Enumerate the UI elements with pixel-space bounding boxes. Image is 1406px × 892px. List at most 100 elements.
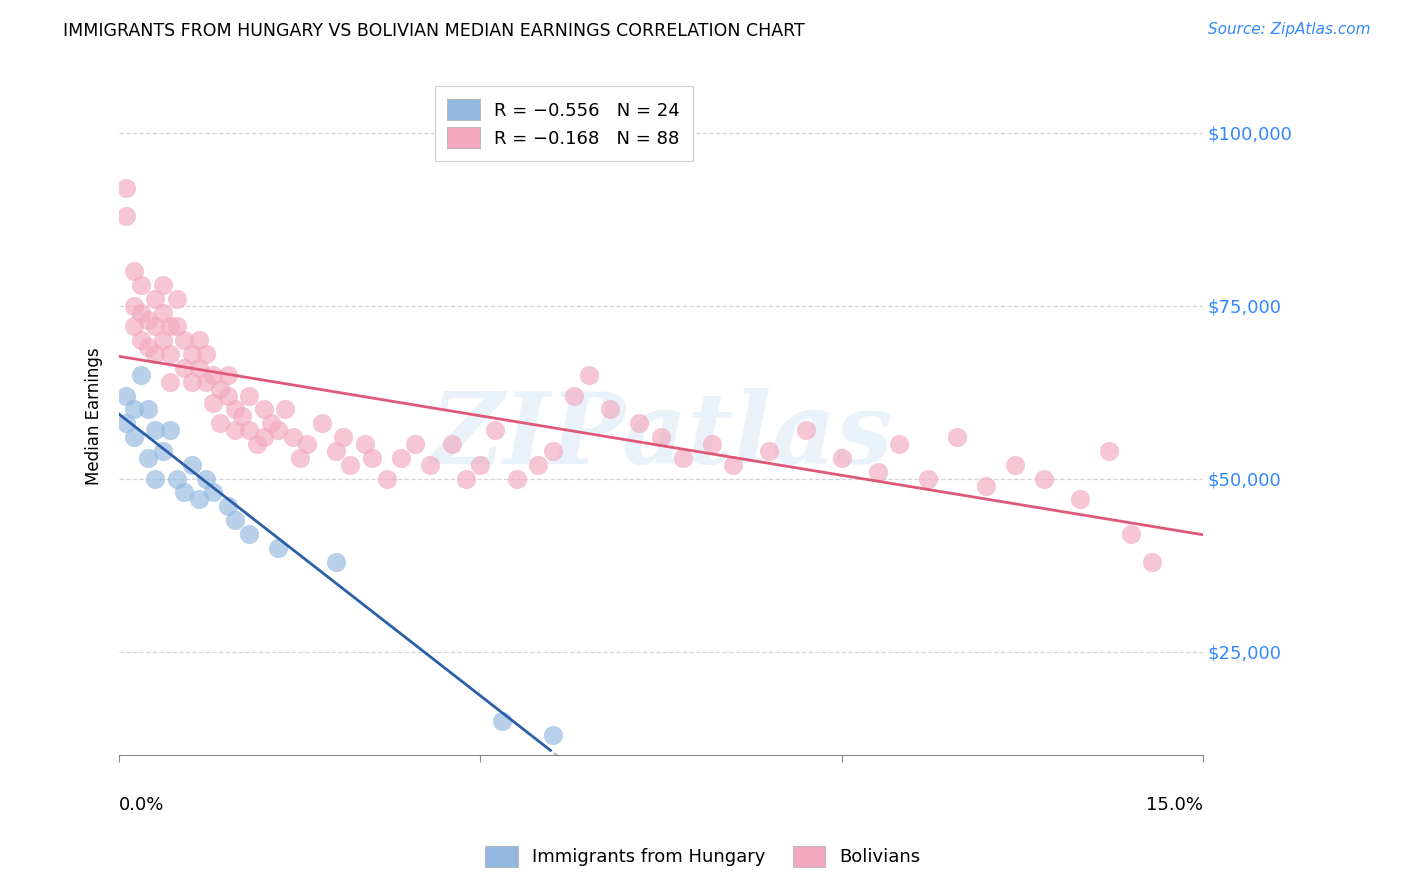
Point	[267, 541, 290, 555]
Point	[361, 450, 384, 465]
Point	[267, 423, 290, 437]
Point	[194, 375, 217, 389]
Point	[159, 375, 181, 389]
Point	[217, 389, 239, 403]
Point	[311, 417, 333, 431]
Text: 15.0%: 15.0%	[1146, 796, 1204, 814]
Point	[325, 444, 347, 458]
Point	[122, 299, 145, 313]
Point	[419, 458, 441, 472]
Point	[224, 423, 246, 437]
Point	[217, 368, 239, 382]
Point	[145, 423, 167, 437]
Point	[166, 319, 188, 334]
Point	[541, 444, 564, 458]
Point	[187, 492, 209, 507]
Point	[245, 437, 267, 451]
Point	[541, 728, 564, 742]
Point	[136, 450, 159, 465]
Point	[974, 478, 997, 492]
Point	[122, 402, 145, 417]
Point	[375, 472, 398, 486]
Point	[339, 458, 361, 472]
Point	[145, 292, 167, 306]
Point	[274, 402, 297, 417]
Point	[122, 430, 145, 444]
Point	[238, 527, 260, 541]
Point	[599, 402, 621, 417]
Point	[115, 181, 138, 195]
Point	[1119, 527, 1142, 541]
Point	[145, 472, 167, 486]
Point	[145, 347, 167, 361]
Point	[325, 555, 347, 569]
Point	[238, 423, 260, 437]
Point	[224, 513, 246, 527]
Point	[260, 417, 283, 431]
Point	[159, 347, 181, 361]
Point	[484, 423, 506, 437]
Point	[758, 444, 780, 458]
Point	[166, 472, 188, 486]
Point	[628, 417, 651, 431]
Point	[700, 437, 723, 451]
Point	[152, 277, 174, 292]
Point	[1098, 444, 1121, 458]
Point	[129, 334, 152, 348]
Point	[202, 395, 225, 409]
Point	[288, 450, 311, 465]
Point	[166, 292, 188, 306]
Point	[578, 368, 600, 382]
Point	[505, 472, 527, 486]
Point	[159, 423, 181, 437]
Point	[231, 409, 253, 424]
Point	[440, 437, 463, 451]
Text: 0.0%: 0.0%	[120, 796, 165, 814]
Point	[115, 389, 138, 403]
Point	[389, 450, 412, 465]
Point	[224, 402, 246, 417]
Point	[491, 714, 513, 728]
Point	[122, 319, 145, 334]
Point	[723, 458, 745, 472]
Point	[187, 361, 209, 376]
Point	[115, 417, 138, 431]
Point	[187, 334, 209, 348]
Point	[180, 458, 202, 472]
Point	[650, 430, 672, 444]
Point	[152, 334, 174, 348]
Point	[136, 340, 159, 354]
Point	[404, 437, 426, 451]
Point	[136, 312, 159, 326]
Point	[946, 430, 969, 444]
Point	[527, 458, 550, 472]
Point	[115, 209, 138, 223]
Point	[129, 368, 152, 382]
Point	[122, 264, 145, 278]
Point	[152, 305, 174, 319]
Point	[194, 347, 217, 361]
Point	[202, 485, 225, 500]
Point	[253, 430, 276, 444]
Point	[332, 430, 354, 444]
Point	[281, 430, 304, 444]
Point	[917, 472, 939, 486]
Point	[253, 402, 276, 417]
Point	[180, 347, 202, 361]
Y-axis label: Median Earnings: Median Earnings	[86, 348, 103, 485]
Point	[1004, 458, 1026, 472]
Point	[295, 437, 318, 451]
Point	[1142, 555, 1164, 569]
Point	[209, 382, 232, 396]
Point	[238, 389, 260, 403]
Point	[470, 458, 492, 472]
Point	[194, 472, 217, 486]
Point	[217, 500, 239, 514]
Point	[209, 417, 232, 431]
Point	[129, 305, 152, 319]
Point	[866, 465, 889, 479]
Point	[136, 402, 159, 417]
Text: Source: ZipAtlas.com: Source: ZipAtlas.com	[1208, 22, 1371, 37]
Point	[159, 319, 181, 334]
Point	[889, 437, 911, 451]
